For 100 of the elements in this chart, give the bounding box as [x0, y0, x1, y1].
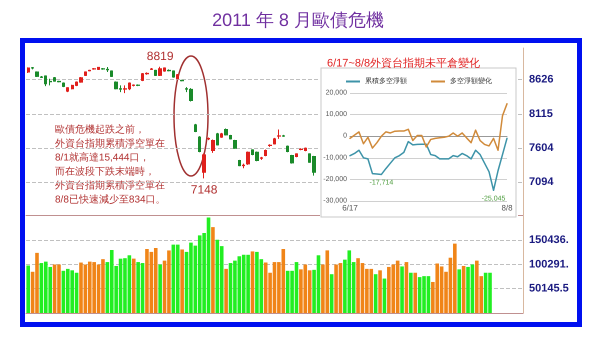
candlestick	[224, 128, 228, 136]
y-tick-label: 8626	[529, 74, 554, 86]
bar	[145, 248, 149, 313]
bar	[44, 262, 48, 313]
bar	[228, 263, 232, 313]
candlestick	[299, 148, 303, 151]
bar	[101, 259, 105, 313]
candlestick	[79, 76, 83, 84]
candlestick	[66, 86, 69, 93]
bar	[378, 270, 382, 313]
candlestick	[260, 156, 263, 160]
candlestick	[44, 74, 47, 87]
bar	[40, 263, 44, 313]
bar	[396, 260, 400, 313]
bar	[303, 264, 308, 313]
chart-title: 6/17~8/8外資台指期未平倉變化	[327, 56, 480, 70]
candlestick	[114, 80, 118, 90]
bar	[457, 269, 462, 313]
bar	[400, 266, 404, 313]
bar	[211, 227, 215, 313]
annotation: 8/8已快速減少至834口。	[55, 194, 166, 206]
candlestick	[35, 70, 39, 78]
bar	[391, 264, 396, 313]
candlestick	[255, 151, 259, 162]
bar	[66, 268, 70, 313]
candlestick	[132, 84, 135, 87]
bar	[409, 272, 413, 313]
candlestick	[92, 68, 96, 70]
bar	[387, 266, 391, 313]
bar	[74, 272, 78, 313]
annotation: 8/1就高達15,444口，	[55, 152, 150, 164]
candlestick	[242, 163, 245, 169]
x-tick-label: 8/8	[501, 204, 514, 212]
bar	[294, 262, 298, 313]
bar	[281, 248, 286, 313]
bar	[88, 262, 92, 313]
candlestick	[84, 70, 87, 77]
candlestick	[264, 149, 267, 157]
candlestick	[282, 134, 285, 138]
y-tick-label: 100291.	[529, 258, 569, 270]
candlestick	[268, 144, 272, 148]
candlestick	[189, 88, 193, 102]
candlestick	[57, 80, 61, 83]
candlestick	[88, 69, 91, 72]
y-tick-label: 150436.	[529, 234, 569, 246]
bar	[110, 250, 114, 313]
bar	[246, 254, 250, 313]
bar	[316, 255, 320, 313]
bar	[264, 262, 268, 313]
candlestick	[295, 152, 298, 158]
candlestick	[101, 68, 105, 70]
candlestick	[154, 69, 157, 77]
candlestick	[290, 154, 294, 164]
bar	[250, 251, 254, 313]
bar	[79, 262, 83, 313]
candlestick	[176, 74, 179, 80]
bar	[132, 258, 136, 313]
candlestick	[62, 82, 65, 88]
y-tick-label: 7094	[529, 176, 554, 188]
candlestick	[273, 137, 276, 146]
candlestick	[31, 66, 34, 70]
candlestick	[71, 84, 74, 90]
candlestick	[246, 151, 250, 166]
candlestick	[216, 132, 219, 146]
candlestick	[150, 68, 153, 71]
candlestick	[27, 66, 30, 74]
bar	[325, 250, 330, 313]
x-tick-label: 6/17	[342, 204, 358, 212]
bar	[488, 272, 492, 313]
bar	[57, 264, 61, 313]
bar	[272, 262, 276, 313]
annotation: 外資台指期累積淨空單在	[55, 138, 165, 150]
candlestick	[207, 137, 210, 141]
candlestick	[233, 139, 237, 150]
bar	[176, 244, 180, 313]
bar	[180, 249, 184, 313]
bar	[242, 254, 246, 313]
candlestick	[110, 70, 113, 78]
bar	[26, 265, 30, 313]
annotation: 而在波段下跌末端時，	[55, 166, 155, 178]
bar	[422, 276, 426, 313]
bar	[172, 244, 176, 313]
line-series	[349, 103, 508, 151]
bar	[255, 252, 259, 313]
bar	[158, 264, 162, 313]
bar	[123, 258, 127, 313]
bar	[374, 274, 378, 313]
bar	[206, 217, 210, 313]
bar	[338, 263, 342, 313]
bar	[330, 274, 334, 313]
annotation: 8819	[146, 48, 174, 63]
candlestick	[277, 128, 281, 140]
candlestick	[211, 139, 215, 154]
candlestick	[180, 79, 184, 82]
annotation: 7148	[190, 182, 218, 196]
y-tick-label: 7604	[529, 142, 554, 154]
bar	[435, 264, 440, 313]
candlestick	[220, 132, 223, 138]
candlestick	[238, 159, 241, 167]
chart-title: 2011 年 8 月歐債危機	[211, 9, 385, 32]
